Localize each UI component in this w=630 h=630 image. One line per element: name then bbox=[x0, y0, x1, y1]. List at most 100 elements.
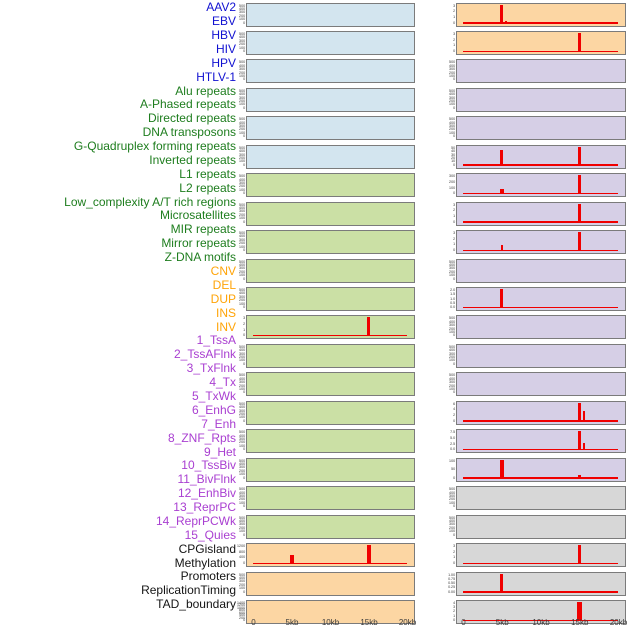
track-panel: 500 400 300 200 100 0 bbox=[449, 116, 626, 141]
y-tick-label: 10 bbox=[450, 158, 455, 164]
y-tick-label: 2 bbox=[452, 8, 455, 14]
signal-peak bbox=[577, 431, 581, 451]
y-tick-label: 100 bbox=[238, 72, 245, 78]
signal-peak bbox=[577, 203, 581, 223]
track-panel: 500 400 300 200 100 0 bbox=[449, 343, 626, 368]
y-tick-label: 100 bbox=[238, 357, 245, 363]
signal-peak bbox=[366, 545, 371, 565]
track-label: 15_Quies bbox=[184, 527, 236, 542]
track-panel: 500 400 300 200 100 0 bbox=[239, 457, 415, 482]
y-tick-label: 500 bbox=[238, 287, 245, 292]
track-panel: 1200 800 400 0 bbox=[237, 543, 415, 568]
y-tick-label: 3 bbox=[242, 315, 245, 321]
x-tick-label: 5kb bbox=[285, 618, 299, 627]
y-tick-label: 100 bbox=[238, 243, 245, 249]
y-tick-label: 100 bbox=[448, 329, 455, 335]
y-tick-label: 0 bbox=[242, 76, 245, 82]
y-tick-label: 100 bbox=[238, 414, 245, 420]
y-tick-label: 4 bbox=[452, 406, 455, 412]
signal-baseline bbox=[463, 306, 618, 308]
y-tick-label: 0 bbox=[242, 104, 245, 110]
y-tick-label: 200 bbox=[238, 354, 245, 360]
y-tick-label: 400 bbox=[238, 62, 245, 68]
y-tick-label: 100 bbox=[238, 16, 245, 22]
track-label: Low_complexity A/T rich regions bbox=[64, 194, 236, 209]
y-tick-label: 300 bbox=[238, 464, 245, 470]
y-tick-label: 1 bbox=[452, 612, 455, 618]
signal-peak bbox=[577, 32, 581, 52]
y-tick-label: 400 bbox=[238, 290, 245, 296]
y-tick-label: 200 bbox=[238, 496, 245, 502]
track-panel: 500 400 300 200 100 0 bbox=[239, 400, 415, 425]
y-tick-label: 500 bbox=[238, 59, 245, 65]
track-label: G-Quadruplex forming repeats bbox=[73, 139, 236, 154]
y-tick-label: 200 bbox=[238, 41, 245, 47]
y-tick-label: 2 bbox=[452, 235, 455, 241]
y-tick-label: 100 bbox=[238, 158, 245, 164]
track-label: Z-DNA motifs bbox=[164, 250, 236, 265]
y-tick-label: 20 bbox=[450, 154, 455, 160]
y-tick-label: 3 bbox=[452, 2, 455, 8]
y-tick-label: 300 bbox=[448, 492, 455, 498]
y-tick-label: 200 bbox=[448, 325, 455, 331]
y-tick-label: 200 bbox=[238, 154, 245, 160]
y-tick-label: 0 bbox=[452, 104, 455, 110]
y-tick-label: 400 bbox=[238, 148, 245, 154]
y-tick-label: 0.25 bbox=[448, 584, 455, 590]
y-tick-label: 1200 bbox=[236, 543, 245, 549]
y-tick-label: 300 bbox=[238, 123, 245, 129]
signal-peak bbox=[500, 4, 504, 24]
signal-peak bbox=[577, 232, 581, 252]
track-label: MIR repeats bbox=[170, 222, 236, 237]
y-tick-label: 400 bbox=[448, 375, 455, 381]
y-tick-label: 500 bbox=[238, 144, 245, 150]
y-tick-label: 0.0 bbox=[450, 304, 455, 309]
track-label: AAV2 bbox=[206, 0, 236, 15]
signal-baseline bbox=[463, 562, 618, 565]
y-tick-label: 300 bbox=[448, 350, 455, 356]
x-tick-label: 0 bbox=[461, 618, 466, 627]
y-tick-label: 100 bbox=[238, 442, 245, 448]
y-tick-label: 0 bbox=[452, 360, 455, 366]
signal-baseline bbox=[253, 335, 407, 337]
y-tick-label: 300 bbox=[238, 236, 245, 242]
y-tick-label: 500 bbox=[448, 372, 455, 378]
y-tick-label: 2.5 bbox=[450, 440, 455, 446]
y-tick-label: 500 bbox=[238, 258, 245, 264]
y-tick-label: 0 bbox=[452, 531, 455, 537]
y-tick-label: 300 bbox=[238, 151, 245, 157]
y-tick-label: 0.0 bbox=[450, 446, 455, 452]
signal-peak bbox=[582, 410, 585, 422]
signal-baseline bbox=[463, 192, 618, 195]
track-label: 5_TxWk bbox=[191, 388, 236, 403]
track-panel: 500 400 300 200 100 0 bbox=[449, 59, 626, 84]
y-tick-label: 2.0 bbox=[450, 287, 455, 292]
y-tick-label: 100 bbox=[238, 101, 245, 107]
track-label: 4_Tx bbox=[209, 375, 236, 390]
track-label: Mirror repeats bbox=[161, 236, 236, 251]
signal-peak bbox=[499, 459, 504, 479]
y-tick-label: 300 bbox=[238, 179, 245, 185]
y-tick-label: 200 bbox=[238, 268, 245, 274]
y-tick-label: 300 bbox=[238, 94, 245, 100]
y-tick-label: 500 bbox=[238, 457, 245, 463]
y-tick-label: 400 bbox=[448, 261, 455, 267]
y-tick-label: 300 bbox=[238, 407, 245, 413]
y-tick-label: 100 bbox=[448, 272, 455, 278]
signal-peak bbox=[500, 244, 503, 252]
y-tick-label: 3 bbox=[452, 30, 455, 36]
y-tick-label: 1 bbox=[452, 13, 455, 19]
track-label: Inverted repeats bbox=[149, 152, 236, 167]
y-tick-label: 500 bbox=[448, 315, 455, 321]
signal-baseline bbox=[463, 477, 618, 479]
y-tick-label: 200 bbox=[238, 69, 245, 75]
track-label: Alu repeats bbox=[175, 83, 236, 98]
y-tick-label: 1 bbox=[452, 42, 455, 48]
signal-baseline bbox=[463, 420, 618, 422]
track-label: DUP bbox=[210, 291, 236, 306]
y-tick-label: 400 bbox=[238, 347, 245, 353]
y-tick-label: 500 bbox=[448, 514, 455, 520]
y-tick-label: 100 bbox=[448, 499, 455, 505]
